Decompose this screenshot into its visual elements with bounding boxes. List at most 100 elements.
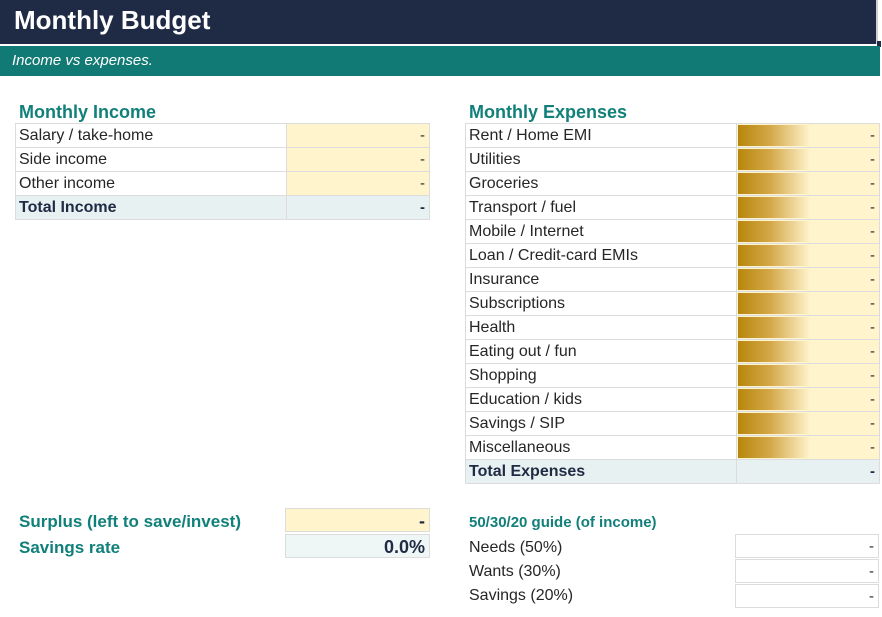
income-row-value: - — [420, 127, 425, 144]
expense-data-bar — [738, 269, 810, 290]
expense-row-label: Utilities — [469, 151, 521, 168]
expense-row[interactable]: Education / kids - — [465, 388, 880, 412]
expense-row-label: Savings / SIP — [469, 415, 566, 432]
expense-row-label: Loan / Credit-card EMIs — [469, 247, 638, 264]
expense-row[interactable]: Insurance - — [465, 268, 880, 292]
expense-row[interactable]: Utilities - — [465, 148, 880, 172]
guide-wants-value: - — [869, 563, 874, 580]
expense-row[interactable]: Shopping - — [465, 364, 880, 388]
income-total-row: Total Income - — [15, 196, 430, 220]
expense-input-cell[interactable]: - — [736, 196, 879, 219]
expense-data-bar — [738, 173, 810, 194]
expense-row[interactable]: Miscellaneous - — [465, 436, 880, 460]
income-row-label: Other income — [19, 175, 116, 192]
savings-rate-cell[interactable]: 0.0% — [285, 534, 430, 558]
expenses-total-label: Total Expenses — [469, 463, 586, 480]
expense-input-cell[interactable]: - — [736, 244, 879, 267]
expenses-heading: Monthly Expenses — [469, 102, 628, 122]
expense-row[interactable]: Mobile / Internet - — [465, 220, 880, 244]
expense-row[interactable]: Savings / SIP - — [465, 412, 880, 436]
income-row[interactable]: Salary / take-home - — [15, 124, 430, 148]
guide-wants-cell[interactable]: - — [735, 559, 879, 583]
income-total-cell: - — [286, 196, 429, 219]
expense-data-bar — [738, 389, 810, 410]
expense-data-bar — [738, 125, 810, 146]
expense-row[interactable]: Groceries - — [465, 172, 880, 196]
guide-savings-cell[interactable]: - — [735, 584, 879, 608]
expense-row[interactable]: Subscriptions - — [465, 292, 880, 316]
expense-input-cell[interactable]: - — [736, 220, 879, 243]
surplus-cell[interactable]: - — [285, 508, 430, 532]
expense-row-value: - — [870, 175, 875, 192]
expense-row-label: Groceries — [469, 175, 539, 192]
expense-data-bar — [738, 413, 810, 434]
expense-row-value: - — [870, 319, 875, 336]
expenses-table: Rent / Home EMI - Utilities - Groceries - T… — [465, 123, 880, 484]
page-title: Monthly Budget — [14, 5, 211, 35]
expense-input-cell[interactable]: - — [736, 340, 879, 363]
income-table: Salary / take-home - Side income - Other… — [15, 123, 430, 220]
expense-row-value: - — [870, 343, 875, 360]
expense-row[interactable]: Eating out / fun - — [465, 340, 880, 364]
page-subtitle: Income vs expenses. — [12, 52, 153, 69]
expense-input-cell[interactable]: - — [736, 436, 879, 459]
guide-savings-label: Savings (20%) — [469, 587, 574, 604]
guide-needs-cell[interactable]: - — [735, 534, 879, 558]
expense-input-cell[interactable]: - — [736, 364, 879, 387]
expense-row-label: Eating out / fun — [469, 343, 577, 360]
surplus-label: Surplus (left to save/invest) — [19, 512, 241, 531]
expense-input-cell[interactable]: - — [736, 316, 879, 339]
expense-row-label: Health — [469, 319, 516, 336]
income-input-cell[interactable]: - — [286, 124, 429, 147]
expense-input-cell[interactable]: - — [736, 172, 879, 195]
expense-row[interactable]: Transport / fuel - — [465, 196, 880, 220]
income-row-value: - — [420, 151, 425, 168]
income-row-value: - — [420, 175, 425, 192]
expense-input-cell[interactable]: - — [736, 412, 879, 435]
expense-data-bar — [738, 245, 810, 266]
expense-data-bar — [738, 221, 810, 242]
expense-row-label: Subscriptions — [469, 295, 566, 312]
expense-input-cell[interactable]: - — [736, 388, 879, 411]
guide-needs-label: Needs (50%) — [469, 539, 563, 556]
income-row[interactable]: Other income - — [15, 172, 430, 196]
income-input-cell[interactable]: - — [286, 148, 429, 171]
expense-data-bar — [738, 365, 810, 386]
expense-row[interactable]: Rent / Home EMI - — [465, 124, 880, 148]
expense-row-label: Miscellaneous — [469, 439, 571, 456]
expense-row-label: Insurance — [469, 271, 540, 288]
expenses-total-row: Total Expenses - — [465, 460, 880, 484]
income-input-cell[interactable]: - — [286, 172, 429, 195]
expense-row-label: Education / kids — [469, 391, 582, 408]
expense-row-value: - — [870, 391, 875, 408]
subtitle-banner: Income vs expenses. — [0, 46, 880, 76]
expense-data-bar — [738, 293, 810, 314]
guide-wants-label: Wants (30%) — [469, 563, 561, 580]
income-row[interactable]: Side income - — [15, 148, 430, 172]
expense-row-label: Transport / fuel — [469, 199, 577, 216]
income-total-label: Total Income — [19, 199, 117, 216]
selection-handle[interactable] — [877, 41, 881, 47]
expense-input-cell[interactable]: - — [736, 292, 879, 315]
expense-row-value: - — [870, 295, 875, 312]
expense-row-value: - — [870, 127, 875, 144]
guide-needs-value: - — [869, 538, 874, 555]
expense-input-cell[interactable]: - — [736, 268, 879, 291]
expense-row-value: - — [870, 199, 875, 216]
expense-data-bar — [738, 317, 810, 338]
expense-data-bar — [738, 197, 810, 218]
expense-row-value: - — [870, 271, 875, 288]
title-banner: Monthly Budget — [0, 0, 878, 44]
expense-input-cell[interactable]: - — [736, 148, 879, 171]
expense-row-label: Mobile / Internet — [469, 223, 584, 240]
expense-input-cell[interactable]: - — [736, 124, 879, 147]
expense-row-label: Shopping — [469, 367, 537, 384]
income-row-label: Side income — [19, 151, 108, 168]
income-total-value: - — [420, 199, 425, 216]
expense-row[interactable]: Loan / Credit-card EMIs - — [465, 244, 880, 268]
expenses-total-cell: - — [736, 460, 879, 483]
savings-rate-label: Savings rate — [19, 538, 121, 557]
expense-row-value: - — [870, 367, 875, 384]
expense-row[interactable]: Health - — [465, 316, 880, 340]
income-heading: Monthly Income — [19, 102, 157, 122]
